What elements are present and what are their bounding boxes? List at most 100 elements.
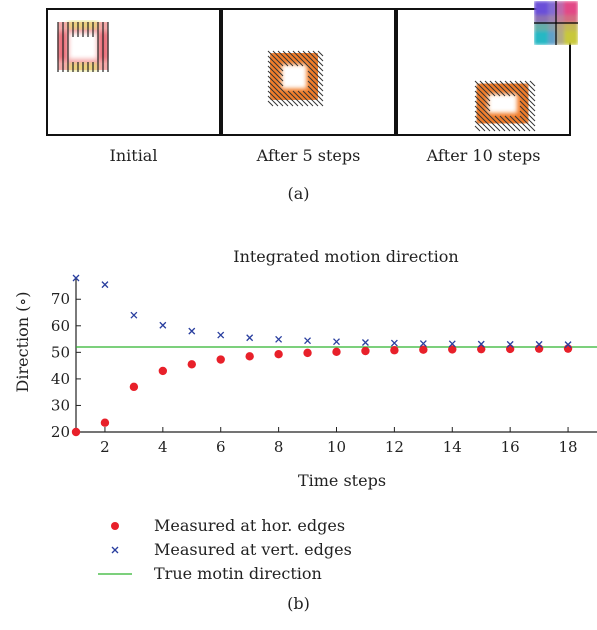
panel-initial bbox=[46, 8, 221, 136]
motion-arrow bbox=[267, 85, 274, 92]
motion-arrow bbox=[509, 120, 516, 127]
x-tick-label: 18 bbox=[559, 438, 578, 456]
motion-arrow bbox=[277, 80, 284, 87]
hor-edge-point bbox=[505, 344, 515, 354]
y-tick-label: 40 bbox=[51, 370, 70, 388]
motion-arrow bbox=[307, 100, 314, 107]
motion-arrow bbox=[489, 125, 496, 132]
motion-arrow bbox=[287, 100, 294, 107]
square-after-5 bbox=[266, 49, 324, 107]
hor-edge-point bbox=[361, 346, 370, 356]
hor-edge-point bbox=[563, 344, 573, 353]
motion-arrow bbox=[519, 115, 526, 122]
motion-arrow bbox=[307, 60, 314, 67]
motion-arrow bbox=[277, 55, 284, 62]
legend-label-vert: Measured at vert. edges bbox=[154, 540, 352, 559]
motion-arrow bbox=[474, 125, 481, 132]
motion-arrow bbox=[479, 120, 486, 127]
y-tick-label: 70 bbox=[51, 290, 70, 308]
motion-arrow bbox=[524, 90, 531, 97]
motion-arrow bbox=[524, 80, 531, 87]
motion-arrow bbox=[484, 80, 491, 87]
hor-edge-point bbox=[100, 418, 110, 427]
motion-arrow bbox=[494, 115, 501, 122]
y-tick-label: 30 bbox=[51, 396, 70, 414]
vert-edge-point bbox=[217, 331, 225, 339]
motion-arrow bbox=[277, 50, 284, 57]
motion-arrow bbox=[474, 85, 481, 92]
motion-arrow bbox=[292, 50, 299, 57]
caption-b: (b) bbox=[287, 594, 310, 613]
vert-edge-point bbox=[477, 340, 485, 348]
motion-arrow bbox=[494, 85, 501, 92]
motion-arrow bbox=[267, 90, 274, 97]
green-line-icon bbox=[98, 573, 132, 575]
motion-arrow bbox=[307, 95, 314, 102]
motion-arrow bbox=[509, 80, 516, 87]
motion-arrow bbox=[474, 110, 481, 117]
label-after-5: After 5 steps bbox=[256, 146, 361, 165]
motion-arrow bbox=[509, 125, 516, 132]
motion-arrow bbox=[519, 95, 526, 102]
motion-arrow bbox=[307, 55, 314, 62]
x-tick-label: 2 bbox=[100, 438, 110, 456]
motion-arrow bbox=[479, 125, 486, 132]
hor-edge-point bbox=[245, 352, 254, 361]
vert-edge-point bbox=[304, 337, 312, 345]
label-after-10: After 10 steps bbox=[426, 146, 541, 165]
motion-arrow bbox=[519, 85, 526, 92]
motion-arrow bbox=[267, 70, 274, 77]
x-tick-label: 12 bbox=[385, 438, 404, 456]
motion-arrow bbox=[494, 80, 501, 87]
motion-arrow bbox=[524, 120, 531, 127]
motion-arrow bbox=[297, 100, 304, 107]
color-wheel-icon bbox=[534, 1, 578, 45]
motion-arrow bbox=[474, 80, 481, 87]
motion-arrow bbox=[297, 55, 304, 62]
motion-arrow bbox=[312, 95, 319, 102]
motion-arrow bbox=[519, 80, 526, 87]
motion-arrow bbox=[499, 85, 506, 92]
motion-arrow bbox=[479, 100, 486, 107]
motion-arrow bbox=[267, 95, 274, 102]
legend-label-hor: Measured at hor. edges bbox=[154, 516, 346, 535]
hor-edge-point bbox=[332, 347, 341, 357]
motion-arrow bbox=[272, 60, 279, 67]
motion-arrow bbox=[317, 100, 324, 107]
motion-arrow bbox=[519, 120, 526, 127]
y-axis-label: Direction (∘) bbox=[13, 292, 32, 393]
motion-arrow bbox=[307, 50, 314, 57]
motion-arrow bbox=[282, 95, 289, 102]
motion-arrow bbox=[479, 110, 486, 117]
x-tick-label: 6 bbox=[216, 438, 226, 456]
vert-edge-point bbox=[188, 327, 196, 335]
motion-arrow bbox=[504, 80, 511, 87]
motion-arrow bbox=[479, 80, 486, 87]
square-initial bbox=[55, 19, 111, 73]
motion-arrow bbox=[474, 90, 481, 97]
motion-arrow bbox=[267, 60, 274, 67]
motion-arrow bbox=[312, 75, 319, 82]
motion-arrow bbox=[484, 100, 491, 107]
motion-arrow bbox=[519, 105, 526, 112]
hor-edge-point bbox=[448, 345, 457, 354]
x-tick-label: 10 bbox=[327, 438, 346, 456]
motion-arrow bbox=[529, 95, 536, 102]
hor-edge-point bbox=[419, 345, 428, 354]
hor-edge-point bbox=[534, 344, 544, 353]
motion-arrow bbox=[514, 120, 521, 127]
vert-edge-point bbox=[506, 340, 514, 348]
motion-arrow bbox=[302, 60, 309, 67]
motion-arrow bbox=[524, 85, 531, 92]
motion-arrow bbox=[287, 55, 294, 62]
motion-arrow bbox=[474, 95, 481, 102]
x-tick-label: 8 bbox=[274, 438, 284, 456]
motion-arrow bbox=[494, 90, 501, 97]
motion-arrow bbox=[317, 50, 324, 57]
legend-label-true: True motin direction bbox=[154, 564, 322, 583]
motion-arrow bbox=[489, 80, 496, 87]
x-tick-label: 4 bbox=[158, 438, 168, 456]
x-axis-label: Time steps bbox=[298, 471, 386, 490]
motion-arrow bbox=[529, 120, 536, 127]
red-dot-icon bbox=[111, 522, 119, 530]
